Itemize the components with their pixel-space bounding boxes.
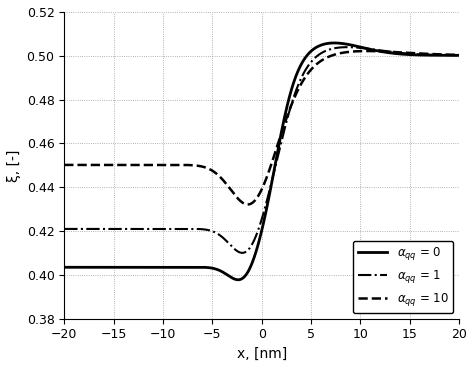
X-axis label: x, [nm]: x, [nm] <box>237 347 287 361</box>
Legend: $\alpha_{qq}$ = 0, $\alpha_{qq}$ = 1, $\alpha_{qq}$ = 10: $\alpha_{qq}$ = 0, $\alpha_{qq}$ = 1, $\… <box>353 241 453 313</box>
Y-axis label: ξ, [-]: ξ, [-] <box>7 149 21 181</box>
